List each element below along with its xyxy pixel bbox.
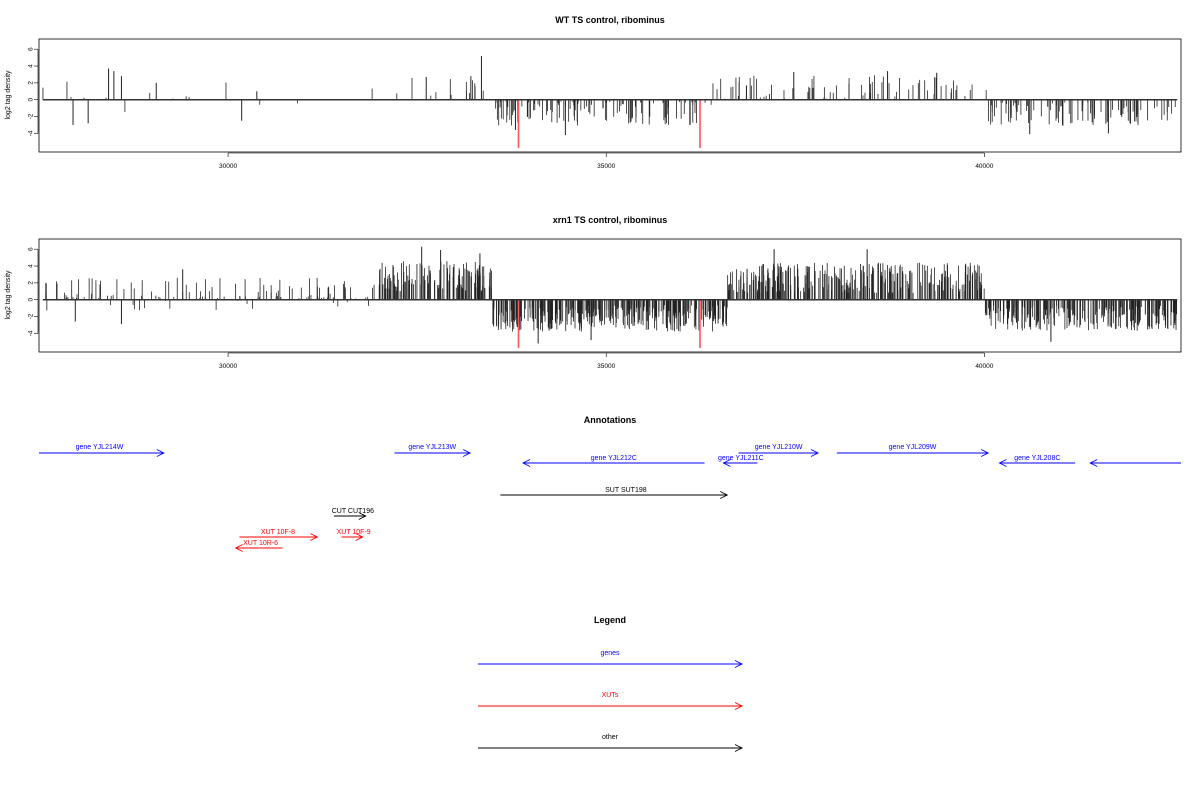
y-tick-label: 0 xyxy=(28,98,35,102)
feature-arrowhead xyxy=(722,459,731,467)
feature-arrowhead xyxy=(355,533,364,541)
feature-arrowhead xyxy=(156,449,165,457)
feature-label: gene YJL214W xyxy=(76,444,124,451)
feature-arrowhead xyxy=(234,544,243,552)
feature-label: XUT 10F-8 xyxy=(261,529,295,536)
feature-gene: gene YJL208C xyxy=(998,455,1076,467)
feature-arrowhead xyxy=(462,449,472,457)
feature-gene: gene YJL210W xyxy=(738,444,819,457)
y-tick-label: 6 xyxy=(28,47,35,51)
annotations-track: Annotations gene YJL214W gene YJL213W gene… xyxy=(39,415,1181,552)
feature-gene xyxy=(1089,459,1181,467)
y-tick-label: 2 xyxy=(28,281,35,285)
feature-arrowhead xyxy=(1089,459,1098,467)
feature-label: gene YJL208C xyxy=(1014,455,1060,462)
xrn1-y-axis: 6 4 2 0 -2 -4 xyxy=(28,247,39,336)
legend-item: XUTs xyxy=(478,692,744,710)
feature-arrowhead xyxy=(980,449,990,457)
y-tick-label: -4 xyxy=(28,330,35,336)
legend-item: other xyxy=(478,734,744,752)
feature-label: SUT SUT198 xyxy=(605,487,647,494)
xrn1-coverage-bars xyxy=(45,246,1178,344)
feature-label: gene YJL211C xyxy=(718,455,764,462)
y-tick-label: 0 xyxy=(28,298,35,302)
feature-gene: gene YJL209W xyxy=(836,444,990,457)
y-tick-label: -2 xyxy=(28,113,35,119)
xrn1-panel-title: xrn1 TS control, ribominus xyxy=(553,215,668,225)
xrn1-y-axis-label: log2 tag density xyxy=(5,270,12,320)
feature-arrowhead xyxy=(734,702,744,710)
x-tick-label: 40000 xyxy=(975,363,993,370)
feature-arrowhead xyxy=(734,660,744,668)
feature-label: gene YJL212C xyxy=(591,455,637,462)
x-tick-label: 40000 xyxy=(975,163,993,170)
xrn1-marker-lines xyxy=(517,299,701,348)
feature-label: CUT CUT196 xyxy=(332,508,374,515)
feature-xut: XUT 10F-9 xyxy=(337,529,371,541)
y-tick-label: 2 xyxy=(28,81,35,85)
feature-arrowhead xyxy=(522,459,531,467)
y-tick-label: 4 xyxy=(28,64,35,68)
feature-other: CUT CUT196 xyxy=(332,508,374,520)
y-tick-label: 6 xyxy=(28,247,35,251)
wt-coverage-panel: WT TS control, ribominus log2 tag densit… xyxy=(5,15,1182,170)
wt-panel-title: WT TS control, ribominus xyxy=(555,15,665,25)
xrn1-coverage-panel: xrn1 TS control, ribominus log2 tag dens… xyxy=(5,215,1182,370)
feature-arrowhead xyxy=(810,449,819,457)
wt-x-axis: 30000 35000 40000 xyxy=(219,152,994,170)
x-tick-label: 30000 xyxy=(219,363,237,370)
feature-gene: gene YJL213W xyxy=(394,444,472,457)
wt-coverage-bars xyxy=(42,55,1176,136)
legend-title: Legend xyxy=(594,615,626,625)
feature-arrowhead xyxy=(998,459,1007,467)
x-tick-label: 35000 xyxy=(597,363,615,370)
x-tick-label: 35000 xyxy=(597,163,615,170)
feature-label: gene YJL209W xyxy=(889,444,937,451)
wt-y-axis: 6 4 2 0 -2 -4 xyxy=(28,47,39,136)
feature-arrowhead xyxy=(720,491,729,499)
xrn1-x-axis: 30000 35000 40000 xyxy=(219,352,994,370)
feature-label: gene YJL213W xyxy=(408,444,456,451)
feature-xut: XUT 10F-8 xyxy=(239,529,319,541)
feature-gene: gene YJL214W xyxy=(39,444,165,457)
legend-item: genes xyxy=(478,650,744,668)
legend: Legend genes XUTs other xyxy=(478,615,744,752)
y-tick-label: -4 xyxy=(28,130,35,136)
feature-arrowhead xyxy=(310,533,319,541)
x-tick-label: 30000 xyxy=(219,163,237,170)
legend-item-label: other xyxy=(602,734,619,741)
xrn1-plot-frame xyxy=(38,238,1182,353)
feature-arrowhead xyxy=(358,512,367,520)
feature-gene: gene YJL211C xyxy=(718,455,764,467)
wt-y-axis-label: log2 tag density xyxy=(5,70,12,120)
legend-item-label: genes xyxy=(600,650,620,657)
feature-gene: gene YJL212C xyxy=(522,455,705,467)
annotations-title: Annotations xyxy=(584,415,637,425)
legend-item-label: XUTs xyxy=(602,692,619,699)
y-tick-label: 4 xyxy=(28,264,35,268)
feature-other: SUT SUT198 xyxy=(500,487,729,499)
feature-xut: XUT 10R-6 xyxy=(234,540,283,552)
wt-plot-frame xyxy=(38,38,1182,153)
feature-arrowhead xyxy=(734,744,744,752)
wt-marker-lines xyxy=(517,99,701,148)
feature-label: XUT 10F-9 xyxy=(337,529,371,536)
feature-label: XUT 10R-6 xyxy=(243,540,278,547)
feature-label: gene YJL210W xyxy=(755,444,803,451)
y-tick-label: -2 xyxy=(28,313,35,319)
